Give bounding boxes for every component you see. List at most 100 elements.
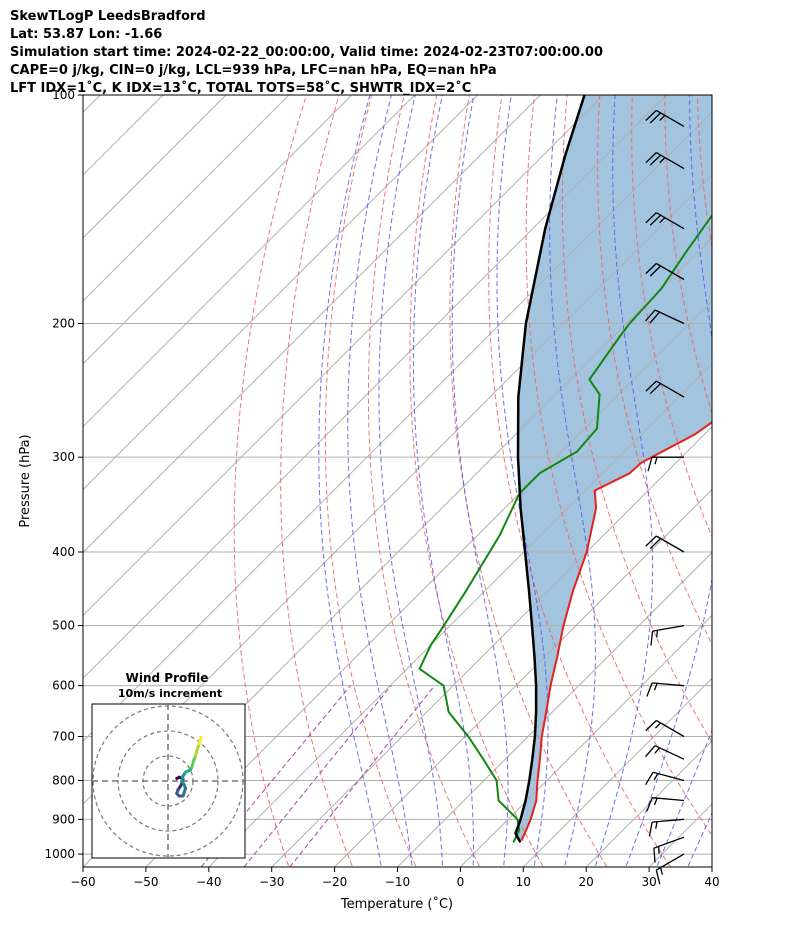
moist-adiabat: [378, 95, 444, 867]
x-tick-label: 20: [579, 875, 594, 889]
parcel-line: [514, 95, 586, 843]
header-times: Simulation start time: 2024-02-22_00:00:…: [10, 45, 603, 60]
isotherm: [83, 95, 605, 617]
isotherm: [83, 95, 353, 365]
x-tick-label: 0: [457, 875, 465, 889]
y-axis-label: Pressure (hPa): [18, 434, 33, 527]
wind-barb: [650, 624, 685, 646]
x-axis-label: Temperature (˚C): [340, 896, 453, 912]
wind-barb: [645, 380, 685, 398]
isotherm: [756, 60, 794, 885]
x-tick-label: 30: [641, 875, 656, 889]
x-tick-label: −20: [322, 875, 347, 889]
isotherm: [585, 740, 712, 867]
temperature-line: [520, 420, 712, 842]
wind-barb: [647, 456, 684, 472]
dry-adiabat: [280, 95, 354, 867]
hodograph-content: [92, 704, 245, 858]
wind-barbs: [645, 109, 685, 885]
dry-adiabat: [449, 95, 608, 867]
y-axis-ticks: 100 200 300 400 500 600 700 800 900 1000: [44, 88, 83, 861]
y-tick-label: 800: [52, 774, 75, 788]
moist-adiabat: [625, 95, 712, 867]
dry-adiabat: [367, 95, 481, 867]
dewpoint-line: [418, 213, 712, 843]
wind-barb: [645, 535, 685, 553]
wind-barb: [645, 212, 685, 230]
isotherm: [396, 551, 712, 867]
isotherm: [83, 95, 668, 680]
y-tick-label: 500: [52, 619, 75, 633]
moist-adiabat: [549, 95, 596, 867]
x-tick-label: 10: [516, 875, 531, 889]
header-location: Lat: 53.87 Lon: -1.66: [10, 27, 163, 42]
x-tick-label: −10: [385, 875, 410, 889]
isotherm: [83, 95, 416, 428]
dry-adiabat: [525, 95, 712, 837]
moist-adiabat: [716, 78, 794, 873]
isotherm: [208, 363, 712, 867]
wind-barb: [645, 262, 685, 281]
y-tick-label: 400: [52, 545, 75, 559]
hodograph-subtitle: 10m/s increment: [118, 687, 222, 700]
dry-adiabat: [233, 95, 308, 867]
isotherm: [270, 425, 712, 867]
dry-adiabat: [409, 95, 544, 867]
moist-adiabats: [318, 78, 794, 873]
header-cape: CAPE=0 j/kg, CIN=0 j/kg, LCL=939 hPa, LF…: [10, 63, 497, 78]
x-axis-ticks: −60 −50 −40 −30 −20 −10 0 10 20 30 40: [70, 867, 720, 889]
header-indices: LFT IDX=1˚C, K IDX=13˚C, TOTAL TOTS=58˚C…: [10, 81, 472, 96]
isotherm: [83, 95, 479, 491]
y-tick-label: 300: [52, 450, 75, 464]
isotherm: [83, 95, 290, 302]
moist-adiabat: [594, 95, 654, 867]
isotherm: [83, 95, 227, 239]
dry-adiabat: [597, 95, 712, 646]
y-tick-label: 600: [52, 679, 75, 693]
dry-adiabat: [324, 95, 417, 867]
wind-barb: [646, 797, 685, 812]
dry-adiabat: [761, 78, 794, 873]
isotherm: [83, 111, 712, 742]
y-tick-label: 200: [52, 317, 75, 331]
y-tick-label: 1000: [44, 847, 75, 861]
wind-barb: [645, 771, 685, 786]
x-tick-label: −30: [259, 875, 284, 889]
cape-fill-layer: [515, 95, 712, 841]
y-tick-label: 700: [52, 729, 75, 743]
dry-adiabat: [488, 95, 672, 867]
cin-fill: [515, 95, 712, 841]
hodograph-segment: [199, 735, 203, 742]
moist-adiabat: [687, 811, 712, 867]
x-tick-label: −50: [133, 875, 158, 889]
isotherm: [83, 95, 542, 554]
header-title: SkewTLogP LeedsBradford: [10, 9, 206, 24]
moist-adiabat: [412, 95, 474, 867]
moist-adiabat: [451, 95, 509, 867]
moist-adiabat: [496, 95, 549, 867]
moist-adiabat: [656, 729, 712, 867]
isotherm: [0, 60, 72, 885]
hodograph-title: Wind Profile: [126, 671, 209, 685]
wind-barb: [648, 818, 685, 837]
wind-barb: [645, 152, 685, 170]
moist-adiabat: [318, 95, 382, 867]
x-tick-label: −40: [196, 875, 221, 889]
x-tick-label: 40: [704, 875, 719, 889]
dry-adiabat: [729, 78, 794, 873]
isotherm: [459, 614, 712, 867]
hodograph-inset: Wind Profile 10m/s increment: [91, 671, 246, 859]
wind-barb: [646, 682, 685, 697]
wind-barb: [645, 745, 685, 760]
profiles: [418, 95, 712, 843]
dry-adiabat: [561, 95, 712, 744]
isotherm: [333, 488, 712, 867]
isotherm: [0, 60, 9, 885]
header: SkewTLogP LeedsBradford Lat: 53.87 Lon: …: [10, 8, 790, 98]
y-tick-label: 100: [52, 88, 75, 102]
wind-barb: [653, 836, 685, 863]
dry-adiabats: [233, 78, 794, 873]
moist-adiabat: [347, 95, 413, 867]
isotherm: [522, 677, 712, 867]
